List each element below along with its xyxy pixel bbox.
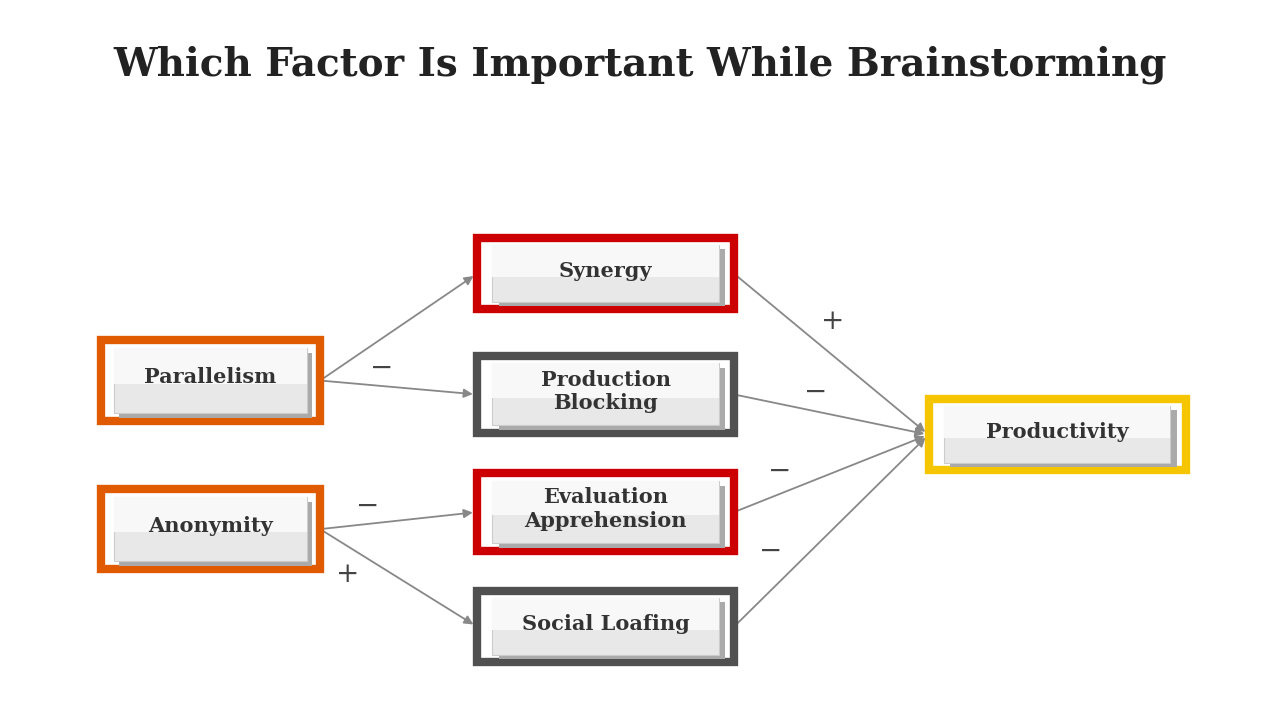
Bar [477, 591, 735, 662]
Text: −: − [759, 539, 782, 565]
Bar [499, 368, 724, 430]
Bar [493, 481, 718, 516]
Bar [928, 399, 1185, 470]
Bar [101, 341, 320, 420]
Bar [493, 364, 718, 426]
Bar [493, 598, 718, 655]
Bar [477, 474, 735, 551]
Bar [477, 356, 735, 433]
Text: Production
Blocking: Production Blocking [540, 370, 671, 413]
Bar [493, 364, 718, 397]
Bar [943, 406, 1170, 463]
Bar [943, 406, 1170, 438]
Text: −: − [768, 458, 792, 485]
Text: Synergy: Synergy [559, 261, 653, 281]
Bar [114, 348, 307, 384]
Bar [101, 489, 320, 570]
Text: −: − [804, 379, 827, 406]
Text: +: + [335, 561, 360, 588]
Text: +: + [820, 307, 844, 335]
Bar [477, 238, 735, 310]
Text: Which Factor Is Important While Brainstorming: Which Factor Is Important While Brainsto… [114, 45, 1166, 84]
Bar [950, 410, 1176, 467]
Bar [493, 246, 718, 302]
Bar [119, 502, 312, 566]
Text: −: − [370, 355, 393, 382]
Bar [493, 481, 718, 543]
Bar [493, 598, 718, 629]
Text: Productivity: Productivity [986, 422, 1129, 442]
Bar [114, 497, 307, 562]
Bar [114, 497, 307, 532]
Bar [499, 486, 724, 548]
Text: Social Loafing: Social Loafing [522, 614, 690, 634]
Bar [499, 603, 724, 660]
Text: Evaluation
Apprehension: Evaluation Apprehension [525, 487, 687, 531]
Bar [499, 250, 724, 307]
Bar [493, 246, 718, 276]
Bar [119, 353, 312, 418]
Text: −: − [356, 492, 379, 520]
Text: Anonymity: Anonymity [148, 516, 273, 536]
Text: Parallelism: Parallelism [145, 367, 276, 387]
Bar [114, 348, 307, 413]
